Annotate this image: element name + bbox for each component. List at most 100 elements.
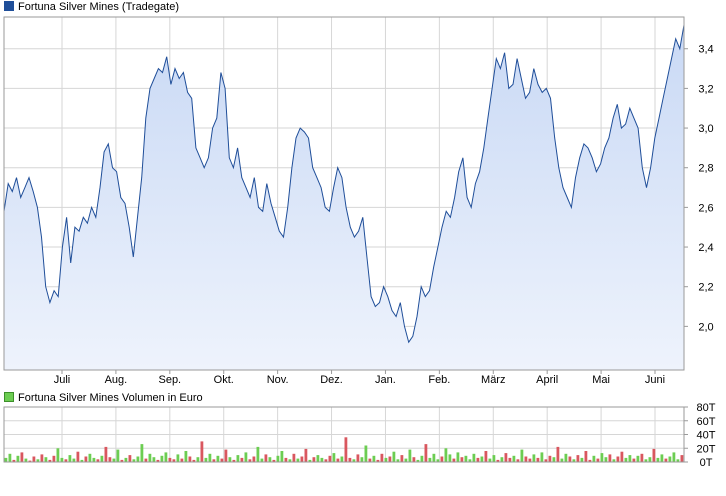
volume-bars (4, 437, 684, 463)
volume-bar (344, 437, 348, 463)
volume-bar (524, 456, 528, 462)
volume-bar (676, 459, 680, 463)
volume-bar (8, 453, 12, 463)
price-y-tick-label: 2,4 (698, 242, 713, 254)
volume-bar (228, 457, 232, 462)
volume-bar (440, 456, 444, 462)
volume-bar (196, 457, 200, 462)
volume-bar (16, 455, 20, 462)
volume-bar (244, 452, 248, 462)
volume-bar (480, 456, 484, 462)
volume-bar (464, 455, 468, 462)
volume-bar (184, 451, 188, 462)
volume-bar (568, 456, 572, 462)
volume-bar (528, 458, 532, 462)
volume-bar (660, 454, 664, 462)
volume-bar (92, 457, 96, 462)
price-y-tick-label: 3,2 (698, 83, 713, 95)
volume-bar (508, 457, 512, 462)
volume-bar (416, 459, 420, 462)
volume-bar (216, 455, 220, 462)
volume-bar (424, 444, 428, 462)
volume-bar (88, 453, 92, 463)
volume-bar (564, 453, 568, 463)
volume-bar (172, 459, 176, 463)
volume-bar (224, 449, 228, 462)
price-y-tick-label: 2,0 (698, 321, 713, 333)
volume-bar (40, 454, 44, 462)
volume-bar (72, 458, 76, 462)
volume-bar (284, 457, 288, 462)
volume-bar (160, 455, 164, 462)
volume-bar (200, 441, 204, 462)
price-x-tick-label: März (481, 374, 505, 386)
volume-bar (48, 459, 52, 462)
volume-bar (156, 459, 160, 462)
volume-bar (616, 456, 620, 462)
volume-bar (412, 457, 416, 462)
volume-bar (488, 458, 492, 462)
volume-bar (680, 455, 684, 462)
volume-bar (364, 445, 368, 462)
volume-bar (24, 458, 28, 462)
volume-legend: Fortuna Silver Mines Volumen in Euro (4, 391, 203, 405)
volume-bar (336, 458, 340, 462)
price-y-tick-label: 2,2 (698, 282, 713, 294)
volume-bar (396, 459, 400, 463)
volume-bar (584, 451, 588, 462)
volume-bar (376, 459, 380, 462)
volume-bar (392, 451, 396, 462)
volume-bar (296, 458, 300, 462)
price-area-fill (4, 24, 684, 371)
price-y-axis: 2,0 2,2 2,4 2,6 2,8 3,0 3,2 3,4 (684, 44, 714, 333)
volume-bar (20, 452, 24, 462)
volume-bar (640, 453, 644, 463)
volume-bar (256, 446, 260, 462)
volume-bar (76, 451, 80, 462)
price-y-tick-label: 2,6 (698, 202, 713, 214)
volume-bar (432, 453, 436, 463)
volume-bar (576, 455, 580, 462)
price-x-tick-label: Dez. (320, 374, 343, 386)
price-x-tick-label: Juni (645, 374, 665, 386)
volume-bar (272, 459, 276, 462)
volume-bar (372, 455, 376, 462)
volume-bar (320, 457, 324, 462)
volume-bar (560, 458, 564, 462)
volume-bar (604, 457, 608, 462)
volume-bar (428, 457, 432, 462)
volume-bar (628, 455, 632, 462)
volume-bar (304, 448, 308, 462)
volume-bar (112, 458, 116, 462)
volume-bar (384, 457, 388, 462)
volume-bar (632, 458, 636, 462)
volume-bar (436, 459, 440, 463)
volume-bar (608, 454, 612, 462)
volume-bar (308, 459, 312, 462)
volume-bar (12, 459, 16, 462)
volume-bar (248, 459, 252, 463)
volume-bar (496, 459, 500, 462)
volume-bar (236, 455, 240, 462)
volume-bar (116, 449, 120, 462)
volume-bar (276, 455, 280, 462)
price-chart-frame (3, 16, 685, 371)
volume-bar (288, 459, 292, 463)
volume-bar (352, 459, 356, 463)
price-x-axis: Juli Aug. Sep. Okt. Nov. Dez. Jan. Feb. März Apri… (54, 370, 665, 386)
price-legend-swatch (4, 1, 14, 11)
volume-y-tick-label: 0T (700, 457, 713, 469)
volume-bar (620, 451, 624, 462)
volume-bar (348, 457, 352, 462)
volume-bar (600, 453, 604, 462)
volume-bar (144, 458, 148, 462)
volume-bar (340, 456, 344, 462)
volume-bar (512, 455, 516, 462)
volume-bar (404, 458, 408, 462)
volume-bar (388, 456, 392, 462)
volume-bar (532, 454, 536, 462)
volume-bar (252, 456, 256, 462)
volume-bar (100, 455, 104, 462)
